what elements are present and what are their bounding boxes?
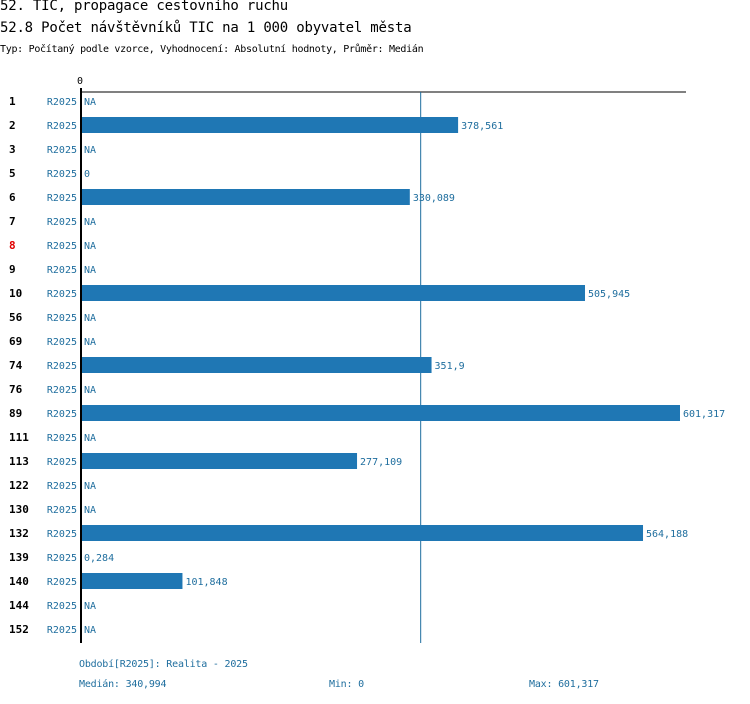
row-period-label: R2025 <box>47 433 77 444</box>
axis-zero-label: 0 <box>77 76 83 87</box>
bar <box>81 573 183 589</box>
chart-subtitle: 52.8 Počet návštěvníků TIC na 1 000 obyv… <box>0 20 412 36</box>
footer-period: Období[R2025]: Realita - 2025 <box>79 659 248 670</box>
row-period-label: R2025 <box>47 409 77 420</box>
row-id-label: 111 <box>9 431 29 444</box>
bar-value-label: NA <box>84 505 96 516</box>
row-period-label: R2025 <box>47 361 77 372</box>
bar <box>81 357 432 373</box>
bar-value-label: 330,089 <box>413 193 455 204</box>
bar-value-label: NA <box>84 601 96 612</box>
row-id-label: 130 <box>9 503 29 516</box>
bar <box>81 405 680 421</box>
bar-value-label: NA <box>84 145 96 156</box>
bar-value-label: NA <box>84 241 96 252</box>
chart-title: 52. TIC, propagace cestovního ruchu <box>0 0 289 14</box>
row-period-label: R2025 <box>47 217 77 228</box>
row-period-label: R2025 <box>47 169 77 180</box>
chart-type-line: Typ: Počítaný podle vzorce, Vyhodnocení:… <box>0 44 424 55</box>
footer-min: Min: 0 <box>329 679 364 690</box>
row-period-label: R2025 <box>47 553 77 564</box>
row-id-label: 10 <box>9 287 22 300</box>
row-period-label: R2025 <box>47 385 77 396</box>
row-id-label: 144 <box>9 599 29 612</box>
row-id-label: 7 <box>9 215 16 228</box>
row-period-label: R2025 <box>47 97 77 108</box>
row-id-label: 152 <box>9 623 29 636</box>
row-period-label: R2025 <box>47 289 77 300</box>
bar-value-label: 505,945 <box>588 289 630 300</box>
row-period-label: R2025 <box>47 625 77 636</box>
bar <box>81 189 410 205</box>
row-id-label: 1 <box>9 95 16 108</box>
row-id-label: 140 <box>9 575 29 588</box>
row-period-label: R2025 <box>47 313 77 324</box>
row-period-label: R2025 <box>47 577 77 588</box>
bar-value-label: 101,848 <box>185 577 227 588</box>
footer-median: Medián: 340,994 <box>79 679 167 690</box>
row-period-label: R2025 <box>47 265 77 276</box>
bar-value-label: 351,9 <box>435 361 465 372</box>
bar-value-label: NA <box>84 433 96 444</box>
row-id-label: 56 <box>9 311 23 324</box>
row-period-label: R2025 <box>47 121 77 132</box>
bar <box>81 117 459 133</box>
bar-value-label: 0 <box>84 169 90 180</box>
row-id-label: 132 <box>9 527 29 540</box>
row-id-label: 113 <box>9 455 29 468</box>
row-id-label: 5 <box>9 167 16 180</box>
bar-value-label: 277,109 <box>360 457 402 468</box>
bar-value-label: NA <box>84 337 96 348</box>
bar-value-label: NA <box>84 313 96 324</box>
bar-value-label: 378,561 <box>461 121 503 132</box>
row-period-label: R2025 <box>47 241 77 252</box>
bar-value-label: NA <box>84 625 96 636</box>
row-id-label: 69 <box>9 335 22 348</box>
bar-value-label: 564,188 <box>646 529 688 540</box>
bar <box>81 453 358 469</box>
bar <box>81 525 644 541</box>
row-id-label: 89 <box>9 407 22 420</box>
row-period-label: R2025 <box>47 481 77 492</box>
bar-value-label: NA <box>84 97 96 108</box>
row-id-label: 139 <box>9 551 29 564</box>
bar-value-label: NA <box>84 217 96 228</box>
bar-value-label: 0,284 <box>84 553 114 564</box>
bar-value-label: NA <box>84 385 96 396</box>
bar-value-label: NA <box>84 265 96 276</box>
footer-max: Max: 601,317 <box>529 679 599 690</box>
row-period-label: R2025 <box>47 601 77 612</box>
bar <box>81 285 585 301</box>
row-id-label: 122 <box>9 479 29 492</box>
row-period-label: R2025 <box>47 145 77 156</box>
row-period-label: R2025 <box>47 529 77 540</box>
row-id-label: 3 <box>9 143 16 156</box>
row-id-label: 9 <box>9 263 16 276</box>
row-period-label: R2025 <box>47 457 77 468</box>
row-id-label: 74 <box>9 359 23 372</box>
row-period-label: R2025 <box>47 193 77 204</box>
row-period-label: R2025 <box>47 337 77 348</box>
bar-value-label: NA <box>84 481 96 492</box>
row-period-label: R2025 <box>47 505 77 516</box>
bar-value-label: 601,317 <box>683 409 725 420</box>
row-id-label: 2 <box>9 119 16 132</box>
row-id-label: 8 <box>9 239 16 252</box>
row-id-label: 6 <box>9 191 16 204</box>
row-id-label: 76 <box>9 383 23 396</box>
